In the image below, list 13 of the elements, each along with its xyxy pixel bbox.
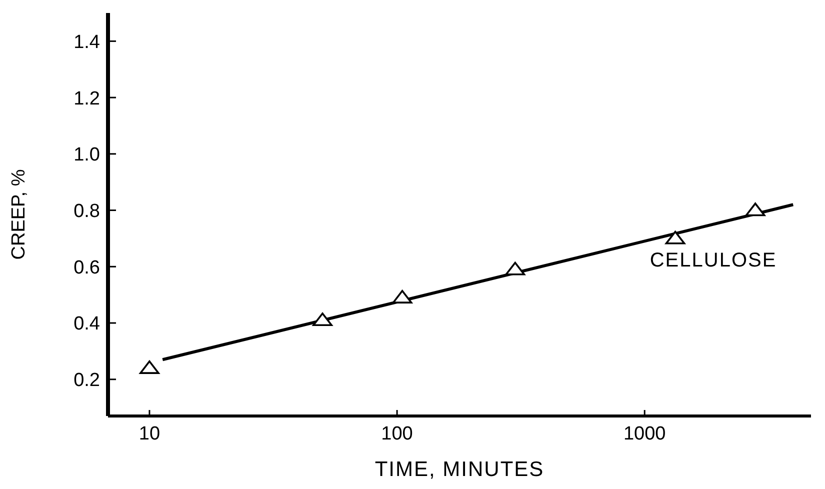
- y-tick-label: 0.6: [74, 257, 100, 278]
- series-label: CELLULOSE: [650, 250, 777, 272]
- y-tick-label: 0.2: [74, 370, 100, 392]
- x-tick-label: 100: [381, 423, 413, 444]
- y-tick-label: 1.4: [74, 32, 100, 53]
- y-tick-label: 1.0: [74, 144, 100, 166]
- x-tick-label: 10: [138, 423, 160, 444]
- x-tick-label: 1000: [623, 423, 666, 444]
- x-axis-title: TIME, MINUTES: [374, 458, 544, 481]
- y-tick-label: 0.8: [74, 201, 100, 222]
- y-tick-label: 1.2: [74, 88, 100, 110]
- y-axis-title: CREEP, %: [8, 169, 30, 260]
- y-tick-label: 0.4: [74, 314, 100, 335]
